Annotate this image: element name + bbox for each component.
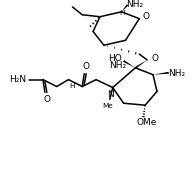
Text: H₂N: H₂N bbox=[9, 75, 26, 84]
Polygon shape bbox=[153, 72, 169, 75]
Text: N: N bbox=[107, 90, 114, 99]
Polygon shape bbox=[123, 60, 135, 68]
Text: O: O bbox=[143, 12, 150, 21]
Text: NH₂: NH₂ bbox=[168, 69, 185, 78]
Text: NH₂: NH₂ bbox=[126, 0, 143, 9]
Text: O: O bbox=[43, 95, 50, 104]
Text: NH₂: NH₂ bbox=[109, 61, 126, 70]
Text: Me: Me bbox=[103, 103, 113, 109]
Polygon shape bbox=[135, 60, 147, 69]
Text: H: H bbox=[70, 82, 75, 89]
Text: HO: HO bbox=[108, 54, 122, 62]
Text: OMe: OMe bbox=[137, 118, 157, 127]
Text: O: O bbox=[152, 54, 159, 62]
Polygon shape bbox=[122, 4, 128, 12]
Text: O: O bbox=[83, 62, 90, 71]
Text: H: H bbox=[119, 10, 124, 16]
